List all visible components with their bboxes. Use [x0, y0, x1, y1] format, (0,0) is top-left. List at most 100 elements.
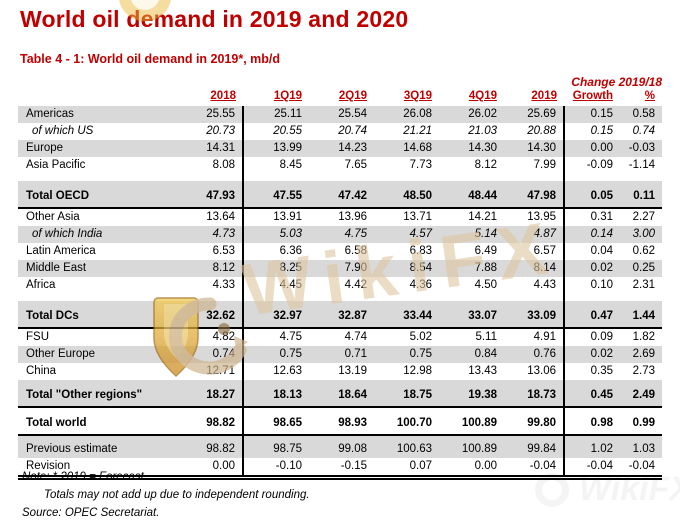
cell-value: 0.25 — [620, 260, 662, 277]
table-row: Asia Pacific 8.08 8.45 7.65 7.73 8.12 7.99 -0.0… — [18, 157, 662, 174]
cell-value: 20.73 — [168, 123, 244, 140]
header-cell: 4Q19 — [468, 89, 497, 102]
cell-value: 98.82 — [168, 407, 244, 436]
cell-value — [309, 174, 374, 181]
cell-value: 2.49 — [620, 380, 662, 408]
footnote-line: Totals may not add up due to independent… — [44, 489, 310, 501]
cell-value: 13.95 — [504, 208, 565, 226]
cell-value: 47.42 — [309, 181, 374, 209]
cell-value: 12.98 — [374, 363, 439, 380]
cell-value: 3.00 — [620, 226, 662, 243]
cell-value: 4.75 — [309, 226, 374, 243]
cell-value: 6.53 — [168, 243, 244, 260]
cell-value: 1.03 — [620, 435, 662, 458]
cell-value: 0.98 — [564, 407, 620, 436]
cell-value: 0.02 — [564, 346, 620, 363]
cell-value: 14.30 — [439, 140, 504, 157]
cell-value — [168, 294, 244, 301]
cell-value — [243, 174, 309, 181]
cell-value: 20.55 — [243, 123, 309, 140]
cell-value: 0.71 — [309, 346, 374, 363]
cell-value: 0.04 — [564, 243, 620, 260]
cell-value: 0.74 — [168, 346, 244, 363]
cell-value: 25.55 — [168, 106, 244, 123]
cell-value: 0.75 — [243, 346, 309, 363]
cell-value: 32.97 — [243, 301, 309, 329]
cell-value: 25.69 — [504, 106, 565, 123]
cell-value — [564, 294, 620, 301]
cell-value: 0.99 — [620, 407, 662, 436]
cell-value: 7.88 — [439, 260, 504, 277]
cell-value: 20.74 — [309, 123, 374, 140]
header-cell: 1Q19 — [273, 89, 302, 102]
cell-value: 99.84 — [504, 435, 565, 458]
demand-table-body: Americas 25.55 25.11 25.54 26.08 26.02 25.69 0.… — [18, 106, 662, 480]
header-cell: Growth — [572, 89, 613, 102]
row-label: Other Asia — [18, 208, 168, 226]
cell-value: 100.63 — [374, 435, 439, 458]
cell-value: 0.31 — [564, 208, 620, 226]
cell-value — [620, 174, 662, 181]
cell-value: 0.58 — [620, 106, 662, 123]
table-row: Total world 98.82 98.65 98.93 100.70 100.89 99… — [18, 407, 662, 436]
table-row: Total DCs 32.62 32.97 32.87 33.44 33.07 33.09 0… — [18, 301, 662, 329]
cell-value: 26.08 — [374, 106, 439, 123]
cell-value: 0.14 — [564, 226, 620, 243]
cell-value — [620, 294, 662, 301]
cell-value: 13.64 — [168, 208, 244, 226]
cell-value: -0.04 — [564, 458, 620, 480]
table-row: Americas 25.55 25.11 25.54 26.08 26.02 25.69 0.… — [18, 106, 662, 123]
row-label: Middle East — [18, 260, 168, 277]
cell-value: 6.49 — [439, 243, 504, 260]
cell-value: 0.10 — [564, 277, 620, 294]
cell-value — [168, 174, 244, 181]
row-label: of which India — [18, 226, 168, 243]
cell-value: 5.14 — [439, 226, 504, 243]
cell-value: 98.93 — [309, 407, 374, 436]
row-label: Total "Other regions" — [18, 380, 168, 408]
row-label — [18, 294, 168, 301]
header-cell: 3Q19 — [403, 89, 432, 102]
cell-value: 8.12 — [168, 260, 244, 277]
cell-value: 5.02 — [374, 328, 439, 346]
cell-value — [439, 294, 504, 301]
cell-value: 0.35 — [564, 363, 620, 380]
cell-value: 5.11 — [439, 328, 504, 346]
table-row: of which India 4.73 5.03 4.75 4.57 5.14 4.87 0.… — [18, 226, 662, 243]
table-row: Total "Other regions" 18.27 18.13 18.64 18.7… — [18, 380, 662, 408]
cell-value: 47.98 — [504, 181, 565, 209]
cell-value: 0.07 — [374, 458, 439, 480]
header-cell: 2Q19 — [338, 89, 367, 102]
cell-value: -0.03 — [620, 140, 662, 157]
table-row: Latin America 6.53 6.36 6.58 6.83 6.49 6.57 0.0… — [18, 243, 662, 260]
cell-value: 2.73 — [620, 363, 662, 380]
cell-value: 0.11 — [620, 181, 662, 209]
cell-value: 4.74 — [309, 328, 374, 346]
cell-value: 48.44 — [439, 181, 504, 209]
cell-value: 1.02 — [564, 435, 620, 458]
cell-value: -0.09 — [564, 157, 620, 174]
cell-value: 13.96 — [309, 208, 374, 226]
table-caption: Table 4 - 1: World oil demand in 2019*, … — [20, 52, 281, 66]
table-row: Total OECD 47.93 47.55 47.42 48.50 48.44 47.98… — [18, 181, 662, 209]
cell-value: 25.11 — [243, 106, 309, 123]
cell-value: 14.21 — [439, 208, 504, 226]
cell-value: 18.13 — [243, 380, 309, 408]
table-row: Europe 14.31 13.99 14.23 14.68 14.30 14.30 0.00… — [18, 140, 662, 157]
cell-value: 98.65 — [243, 407, 309, 436]
cell-value: 14.31 — [168, 140, 244, 157]
table-row: Africa 4.33 4.45 4.42 4.36 4.50 4.43 0.10 2.31 — [18, 277, 662, 294]
table-row: FSU 4.82 4.75 4.74 5.02 5.11 4.91 0.09 1.82 — [18, 328, 662, 346]
cell-value: 98.75 — [243, 435, 309, 458]
page-title: World oil demand in 2019 and 2020 — [20, 6, 409, 32]
cell-value: 1.44 — [620, 301, 662, 329]
cell-value: 18.64 — [309, 380, 374, 408]
cell-value: 33.09 — [504, 301, 565, 329]
cell-value — [504, 174, 565, 181]
cell-value: 99.80 — [504, 407, 565, 436]
header-cell-empty — [18, 88, 168, 106]
cell-value: 8.14 — [504, 260, 565, 277]
cell-value: 18.73 — [504, 380, 565, 408]
row-label: Africa — [18, 277, 168, 294]
spacer-row — [18, 294, 662, 301]
